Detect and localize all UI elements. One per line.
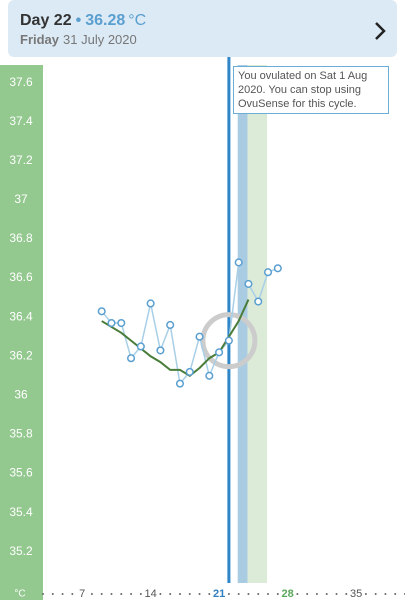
x-minor-dot xyxy=(90,593,93,595)
band xyxy=(237,65,248,583)
y-tick-label: 37.6 xyxy=(9,75,33,89)
x-minor-dot xyxy=(296,593,299,595)
x-minor-dot xyxy=(51,593,54,595)
temperature-point xyxy=(273,264,282,273)
temperature-point xyxy=(263,268,273,277)
temperature-point xyxy=(117,318,126,328)
x-minor-dot xyxy=(208,593,211,595)
x-minor-dot xyxy=(306,593,309,595)
y-tick-label: 36.8 xyxy=(9,231,33,245)
annotation: You ovulated on Sat 1 Aug 2020. You can … xyxy=(233,66,389,114)
x-tick-label: 14 xyxy=(144,588,156,600)
unit: °C xyxy=(128,12,146,29)
y-tick-label: 35.6 xyxy=(9,466,33,480)
separator: • xyxy=(76,12,82,29)
y-tick-label: 35.8 xyxy=(9,427,33,441)
y-tick-label: 36 xyxy=(14,388,28,402)
y-tick-label: 36.6 xyxy=(9,270,33,284)
x-tick-label: 7 xyxy=(79,588,85,600)
plot: 35.2 35.4 35.6 35.8 36 36.2 36.4 36.6 36.8 37 37.2… xyxy=(9,57,405,600)
x-tick-label: 21 xyxy=(213,588,225,600)
x-minor-dot xyxy=(315,593,318,595)
y-axis-label: °C xyxy=(14,589,25,600)
y-tick-label: 35.4 xyxy=(9,505,33,519)
temperature-point xyxy=(254,297,263,306)
x-minor-dot xyxy=(71,593,74,595)
temperature-point xyxy=(156,346,165,355)
x-minor-dot xyxy=(325,593,328,595)
x-minor-dot xyxy=(394,593,397,595)
temperature-point xyxy=(215,348,224,357)
x-minor-dot xyxy=(198,593,201,595)
temperature-point xyxy=(166,320,175,330)
x-minor-dot xyxy=(237,593,240,595)
x-minor-dot xyxy=(188,593,191,595)
header-title: Day 22 • 36.28 °C xyxy=(20,12,146,29)
temperature-point xyxy=(185,367,194,376)
x-tick-label: 35 xyxy=(350,588,362,600)
x-minor-dot xyxy=(169,593,172,595)
temperature-point xyxy=(136,342,145,351)
x-minor-dot xyxy=(384,593,387,595)
temperature-point xyxy=(195,332,204,341)
y-tick-label: 37 xyxy=(14,192,28,206)
x-minor-dot xyxy=(120,593,123,595)
selected-ring xyxy=(200,312,258,370)
x-minor-dot xyxy=(178,593,181,595)
x-minor-dot xyxy=(139,593,142,595)
y-tick-label: 36.2 xyxy=(9,348,33,362)
temperature-point xyxy=(107,318,116,328)
x-minor-dot xyxy=(42,593,44,595)
header-date: Friday 31 July 2020 xyxy=(20,32,137,47)
x-minor-dot xyxy=(159,593,162,595)
day-label: Day 22 xyxy=(20,12,72,29)
x-minor-dot xyxy=(100,593,103,595)
x-minor-dot xyxy=(227,593,230,595)
y-tick-label: 37.4 xyxy=(9,114,33,128)
x-minor-dot xyxy=(267,593,270,595)
x-tick-label: 28 xyxy=(281,588,293,600)
next-chevron[interactable] xyxy=(375,22,386,40)
temperature-point xyxy=(146,299,155,308)
header-card[interactable] xyxy=(8,0,397,57)
temperature-point xyxy=(224,336,233,345)
temperature-point xyxy=(127,354,136,363)
temperature-point xyxy=(234,258,243,267)
x-minor-dot xyxy=(130,593,133,595)
band xyxy=(247,65,268,583)
x-minor-dot xyxy=(345,593,348,595)
temperature: 36.28 xyxy=(85,12,125,29)
weekday: Friday xyxy=(20,32,60,47)
x-minor-dot xyxy=(276,593,279,595)
temperature-point xyxy=(244,279,253,288)
date: 31 July 2020 xyxy=(63,32,137,47)
temperature-point xyxy=(175,379,185,388)
y-tick-label: 37.2 xyxy=(9,153,33,167)
x-minor-dot xyxy=(257,593,260,595)
x-minor-dot xyxy=(335,593,338,595)
trend-line xyxy=(101,299,250,378)
x-minor-dot xyxy=(374,593,377,595)
temperature-point xyxy=(97,307,106,316)
temperature-point xyxy=(205,371,214,380)
y-tick-label: 35.2 xyxy=(9,544,33,558)
x-minor-dot xyxy=(110,593,113,595)
x-minor-dot xyxy=(61,593,64,595)
y-axis-band xyxy=(0,65,43,600)
x-minor-dot xyxy=(247,593,250,595)
x-minor-dot xyxy=(364,593,367,595)
y-tick-label: 36.4 xyxy=(9,309,33,323)
